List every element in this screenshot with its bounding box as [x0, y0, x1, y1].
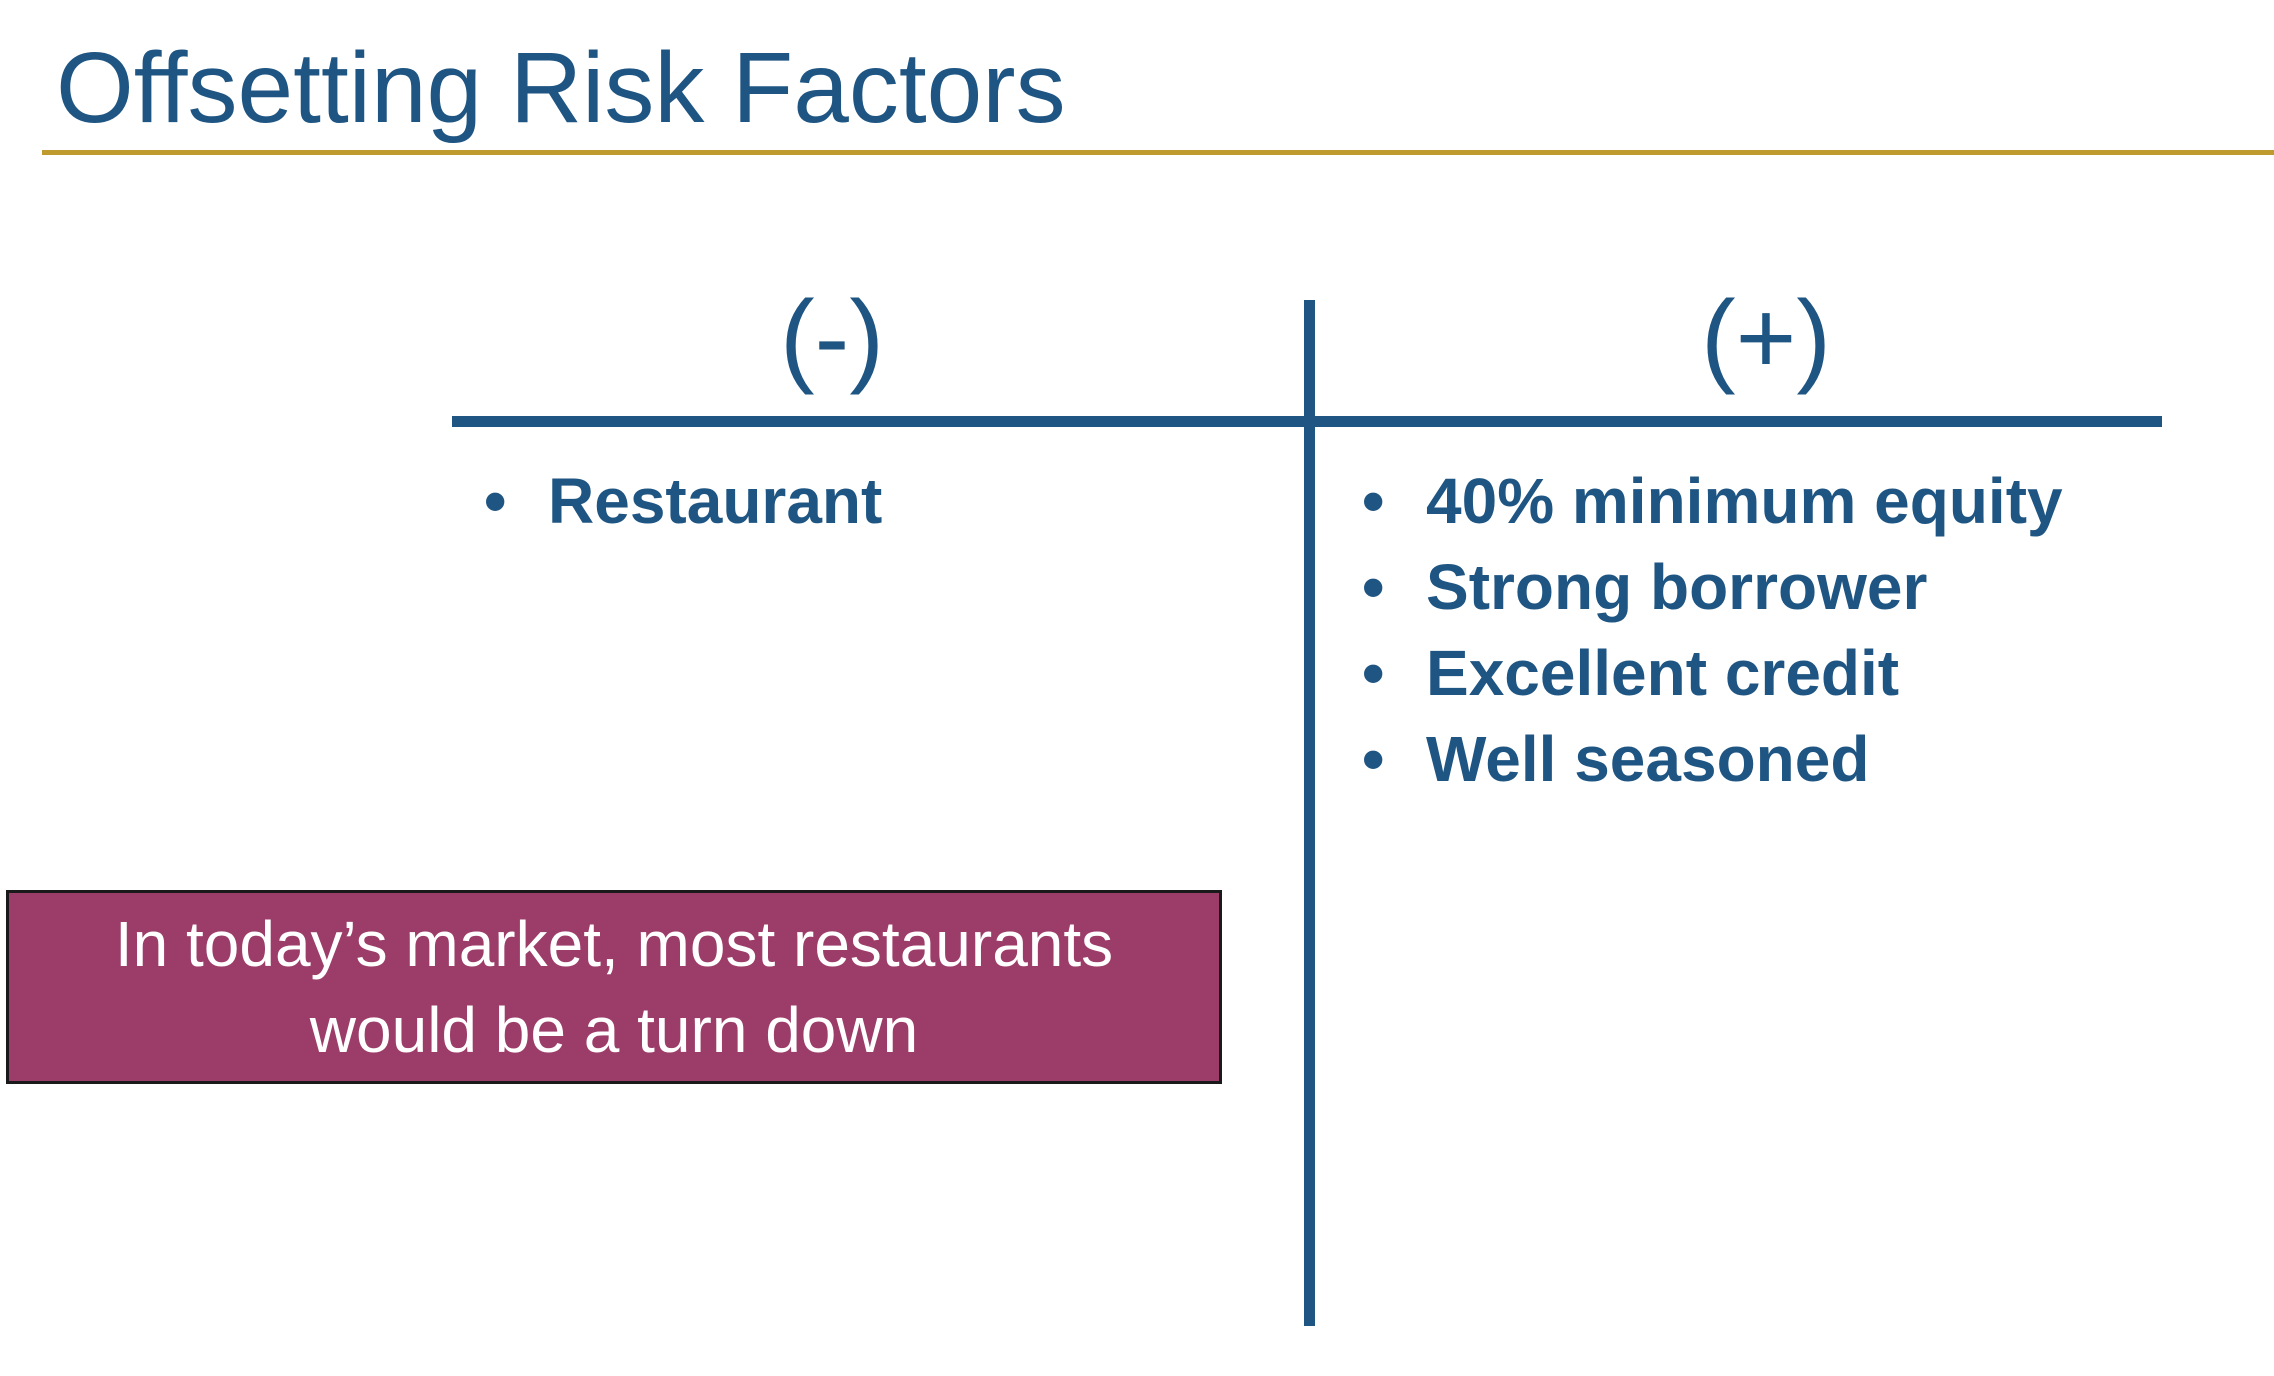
list-item: • Excellent credit: [1362, 630, 2063, 716]
bullet-icon: •: [484, 465, 507, 537]
negative-factors-list: • Restaurant: [484, 458, 882, 544]
bullet-icon: •: [1362, 637, 1385, 709]
bullet-icon: •: [1362, 723, 1385, 795]
list-item: • Well seasoned: [1362, 716, 2063, 802]
list-item: • Strong borrower: [1362, 544, 2063, 630]
slide-title: Offsetting Risk Factors: [56, 32, 1066, 144]
bullet-icon: •: [1362, 465, 1385, 537]
positive-factor-text: 40% minimum equity: [1426, 465, 2063, 537]
positive-factor-text: Well seasoned: [1426, 723, 1870, 795]
title-underline: [42, 150, 2274, 155]
t-chart-vertical-line: [1304, 300, 1315, 1326]
positive-factor-text: Excellent credit: [1426, 637, 1900, 709]
callout-text: In today’s market, most restaurants woul…: [114, 908, 1114, 1066]
positive-factor-text: Strong borrower: [1426, 551, 1928, 623]
negative-column-heading: (-): [780, 280, 884, 396]
positive-column-heading: (+): [1701, 280, 1831, 396]
list-item: • Restaurant: [484, 458, 882, 544]
negative-factor-text: Restaurant: [548, 465, 883, 537]
list-item: • 40% minimum equity: [1362, 458, 2063, 544]
callout-box: In today’s market, most restaurants woul…: [6, 890, 1222, 1084]
bullet-icon: •: [1362, 551, 1385, 623]
positive-factors-list: • 40% minimum equity • Strong borrower •…: [1362, 458, 2063, 802]
